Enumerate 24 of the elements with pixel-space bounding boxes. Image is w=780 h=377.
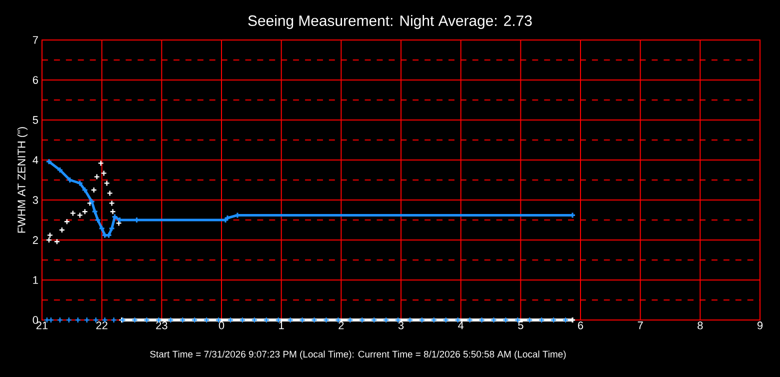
y-tick-label: 3 <box>32 196 38 204</box>
x-tick-label: 5 <box>518 322 524 330</box>
y-tick-label: 6 <box>32 76 38 84</box>
x-tick-label: 0 <box>218 322 224 330</box>
x-tick-label: 4 <box>458 322 464 330</box>
x-tick-label: 2 <box>338 322 344 330</box>
x-tick-label: 8 <box>698 322 703 330</box>
x-tick-label: 21 <box>36 322 48 330</box>
y-axis-title: FWHM AT ZENITH (") <box>17 127 28 233</box>
x-tick-label: 9 <box>757 322 763 330</box>
y-tick-label: 0 <box>32 316 38 324</box>
y-tick-label: 5 <box>32 116 38 124</box>
x-tick-label: 3 <box>398 322 404 330</box>
x-tick-label: 22 <box>96 322 108 330</box>
x-tick-label: 6 <box>578 322 584 330</box>
y-tick-label: 2 <box>32 236 38 244</box>
y-tick-label: 1 <box>33 276 38 284</box>
text: Start Time = 7/31/2026 9:07:23 PM (Local Time): Current Time = 8/1/2026 5:50:58 AM (Local Time) <box>150 350 566 360</box>
x-tick-label: 7 <box>638 322 643 330</box>
y-tick-label: 7 <box>32 36 38 44</box>
x-tick-label: 1 <box>279 322 284 330</box>
x-tick-label: 23 <box>156 322 168 330</box>
y-tick-label: 4 <box>32 156 38 164</box>
chart-title: Seeing Measurement: Night Average: 2.73 <box>248 15 532 29</box>
